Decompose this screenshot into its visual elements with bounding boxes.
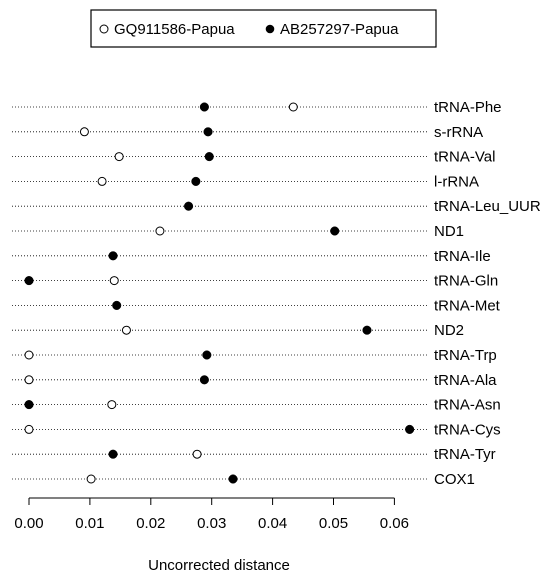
category-label: tRNA-Ala bbox=[434, 372, 497, 389]
category-label: ND1 bbox=[434, 223, 464, 240]
x-tick-label: 0.05 bbox=[319, 515, 348, 532]
legend-label-series-2: AB257297-Papua bbox=[280, 21, 399, 38]
legend-filled-circle-icon bbox=[265, 24, 275, 34]
point-filled-circle bbox=[108, 251, 118, 261]
point-filled-circle bbox=[362, 325, 372, 335]
point-open-circle bbox=[121, 325, 131, 335]
category-label: tRNA-Asn bbox=[434, 397, 501, 414]
category-label: ND2 bbox=[434, 322, 464, 339]
point-open-circle bbox=[109, 276, 119, 286]
category-label: COX1 bbox=[434, 471, 475, 488]
point-open-circle bbox=[24, 424, 34, 434]
x-tick-label: 0.06 bbox=[380, 515, 409, 532]
point-filled-circle bbox=[228, 474, 238, 484]
category-label: tRNA-Met bbox=[434, 297, 501, 314]
point-open-circle bbox=[155, 226, 165, 236]
point-open-circle bbox=[24, 350, 34, 360]
point-filled-circle bbox=[108, 449, 118, 459]
point-filled-circle bbox=[184, 201, 194, 211]
category-label: tRNA-Ile bbox=[434, 248, 491, 265]
point-filled-circle bbox=[204, 152, 214, 162]
point-filled-circle bbox=[191, 176, 201, 186]
point-filled-circle bbox=[199, 102, 209, 112]
category-label: tRNA-Val bbox=[434, 149, 495, 166]
point-filled-circle bbox=[112, 300, 122, 310]
category-label: tRNA-Gln bbox=[434, 273, 498, 290]
legend-label-series-1: GQ911586-Papua bbox=[114, 21, 235, 38]
point-open-circle bbox=[192, 449, 202, 459]
point-open-circle bbox=[97, 176, 107, 186]
category-label: s-rRNA bbox=[434, 124, 483, 141]
category-label: tRNA-Leu_UUR bbox=[434, 198, 541, 215]
point-open-circle bbox=[79, 127, 89, 137]
data-points bbox=[24, 102, 415, 484]
x-tick-label: 0.00 bbox=[14, 515, 43, 532]
point-filled-circle bbox=[202, 350, 212, 360]
point-open-circle bbox=[24, 375, 34, 385]
point-filled-circle bbox=[203, 127, 213, 137]
legend: GQ911586-Papua AB257297-Papua bbox=[90, 9, 437, 48]
point-filled-circle bbox=[24, 276, 34, 286]
point-open-circle bbox=[107, 400, 117, 410]
category-label: l-rRNA bbox=[434, 173, 479, 190]
point-filled-circle bbox=[405, 424, 415, 434]
point-open-circle bbox=[86, 474, 96, 484]
x-tick-label: 0.02 bbox=[136, 515, 165, 532]
point-filled-circle bbox=[330, 226, 340, 236]
category-label: tRNA-Cys bbox=[434, 421, 501, 438]
x-tick-label: 0.03 bbox=[197, 515, 226, 532]
category-label: tRNA-Trp bbox=[434, 347, 497, 364]
category-label: tRNA-Tyr bbox=[434, 446, 496, 463]
x-axis: 0.00 0.01 0.02 0.03 0.04 0.05 0.06 bbox=[14, 497, 409, 532]
category-guide-lines bbox=[12, 106, 427, 480]
category-labels: tRNA-Phe s-rRNA tRNA-Val l-rRNA tRNA-Leu_UUR… bbox=[434, 99, 541, 488]
x-tick-label: 0.01 bbox=[75, 515, 104, 532]
point-open-circle bbox=[288, 102, 298, 112]
x-tick-label: 0.04 bbox=[258, 515, 287, 532]
point-open-circle bbox=[114, 152, 124, 162]
x-axis-title: Uncorrected distance bbox=[148, 557, 290, 570]
legend-box bbox=[90, 9, 437, 48]
legend-open-circle-icon bbox=[99, 24, 109, 34]
category-label: tRNA-Phe bbox=[434, 99, 502, 116]
point-filled-circle bbox=[24, 400, 34, 410]
point-filled-circle bbox=[199, 375, 209, 385]
